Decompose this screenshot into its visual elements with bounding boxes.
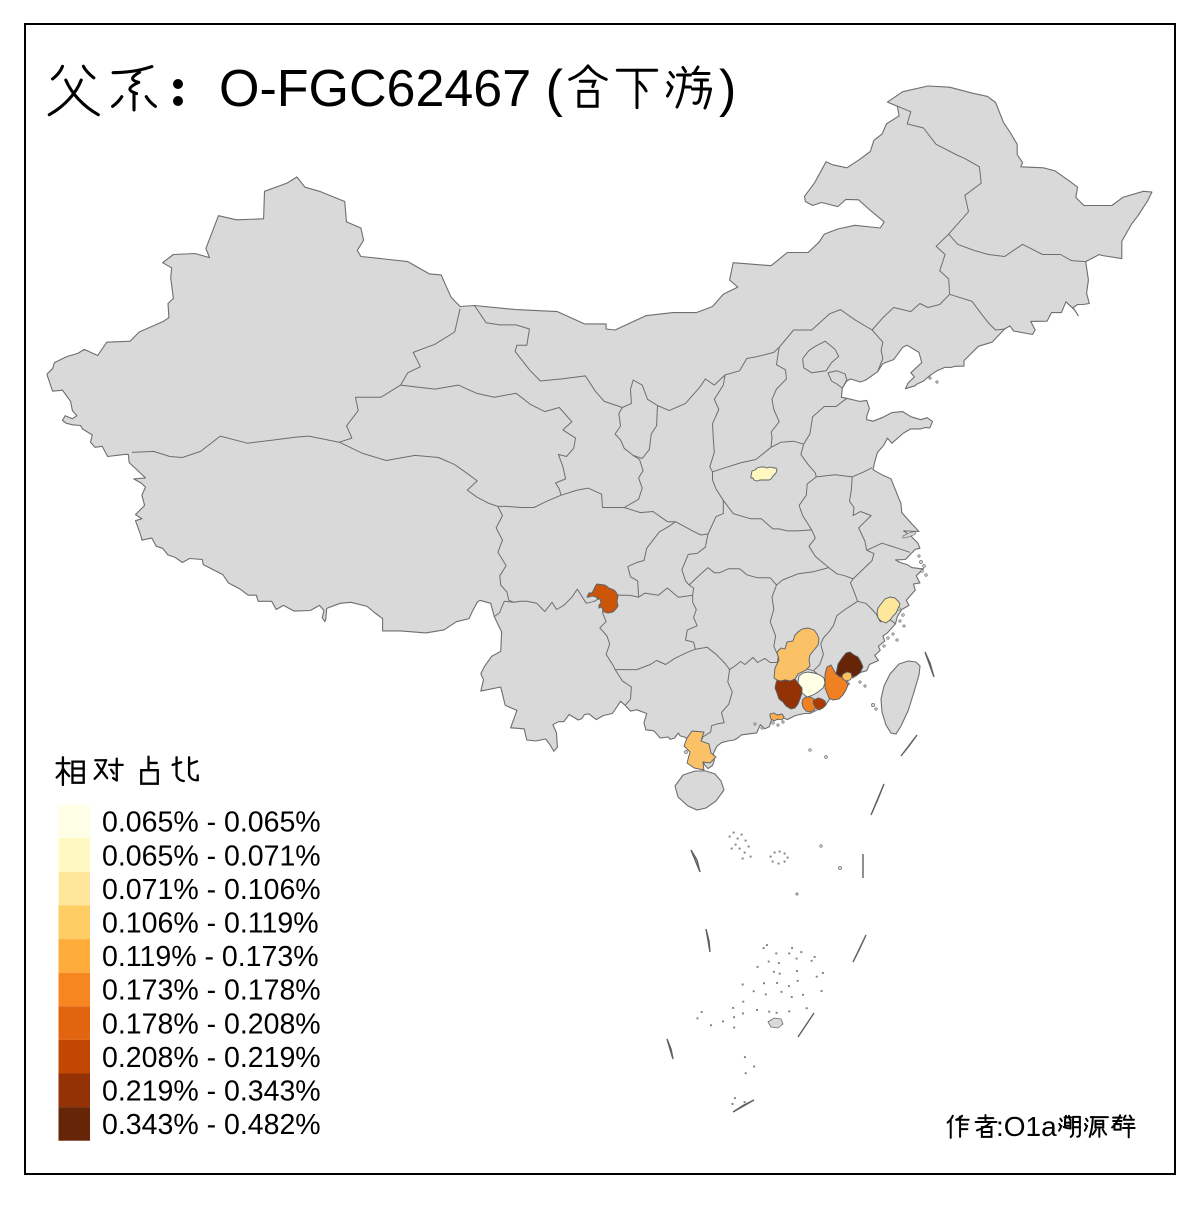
svg-text:0.343% - 0.482%: 0.343% - 0.482% [102, 1109, 321, 1141]
svg-text:0.065% - 0.065%: 0.065% - 0.065% [102, 807, 321, 839]
svg-text:0.106% - 0.119%: 0.106% - 0.119% [102, 908, 319, 940]
svg-text:0.208% - 0.219%: 0.208% - 0.219% [102, 1042, 321, 1074]
svg-text:0.178% - 0.208%: 0.178% - 0.208% [102, 1008, 321, 1040]
svg-text:): ) [719, 60, 736, 118]
svg-text::O1a: :O1a [996, 1111, 1057, 1142]
svg-text:O-FGC62467 (: O-FGC62467 ( [219, 60, 564, 118]
svg-text:0.219% - 0.343%: 0.219% - 0.343% [102, 1076, 321, 1108]
svg-text:0.173% - 0.178%: 0.173% - 0.178% [102, 975, 321, 1007]
svg-text:0.065% - 0.071%: 0.065% - 0.071% [102, 840, 321, 872]
svg-text:0.119% - 0.173%: 0.119% - 0.173% [102, 941, 319, 973]
svg-text:0.071% - 0.106%: 0.071% - 0.106% [102, 874, 321, 906]
